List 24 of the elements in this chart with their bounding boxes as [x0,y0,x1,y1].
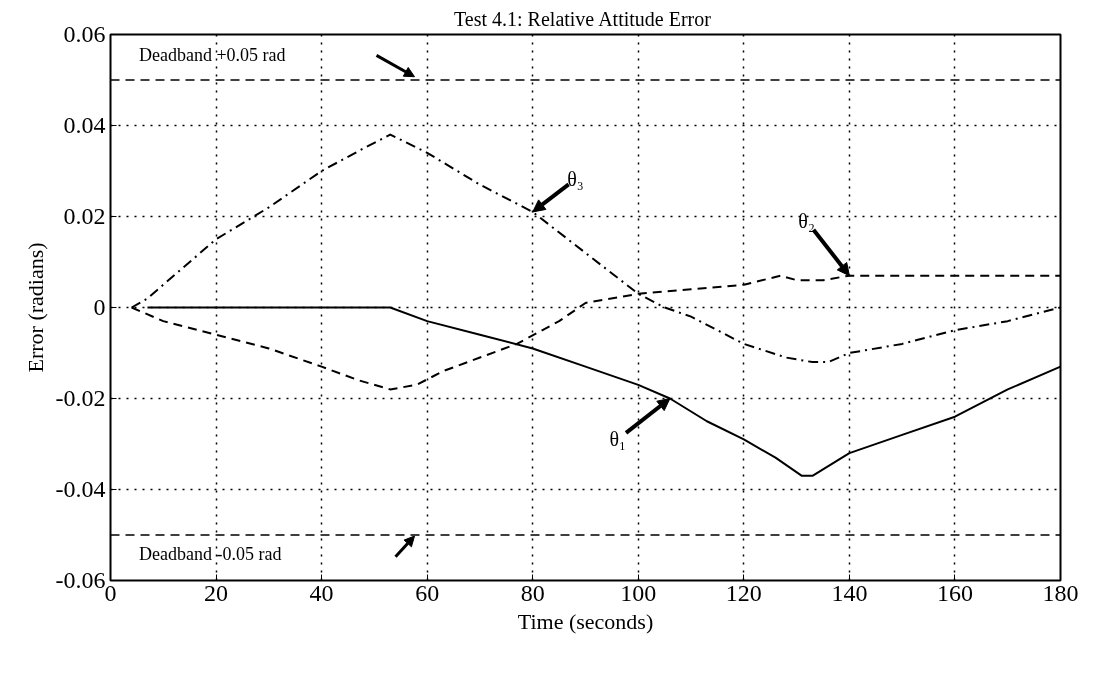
x-tick-label: 140 [831,579,868,606]
chart-title: Test 4.1: Relative Attitude Error [454,7,712,30]
x-tick-label: 120 [725,579,762,606]
x-tick-label: 160 [936,579,973,606]
y-tick-label: -0.04 [55,476,106,502]
x-tick-label: 20 [204,579,229,606]
x-tick-label: 100 [620,579,657,606]
y-tick-label: -0.06 [55,567,106,593]
ref-line-label: Deadband -0.05 rad [139,544,282,565]
x-tick-label: 60 [415,579,440,606]
x-tick-label: 80 [520,579,545,606]
y-tick-label: 0.02 [63,203,106,229]
y-tick-label: -0.02 [55,385,106,411]
y-tick-label: 0 [93,294,106,320]
x-axis-title: Time (seconds) [517,608,654,634]
x-tick-label: 40 [309,579,334,606]
text: θ₁ [609,428,626,451]
series-label: θ₃ [567,168,584,191]
y-tick-label: 0.04 [63,112,106,138]
ref-line-label: Deadband +0.05 rad [139,45,286,66]
y-axis-title: Error (radians) [22,242,48,373]
y-tick-label: 0.06 [63,21,106,47]
text: θ₂ [798,210,815,233]
x-tick-label: 180 [1042,579,1079,606]
